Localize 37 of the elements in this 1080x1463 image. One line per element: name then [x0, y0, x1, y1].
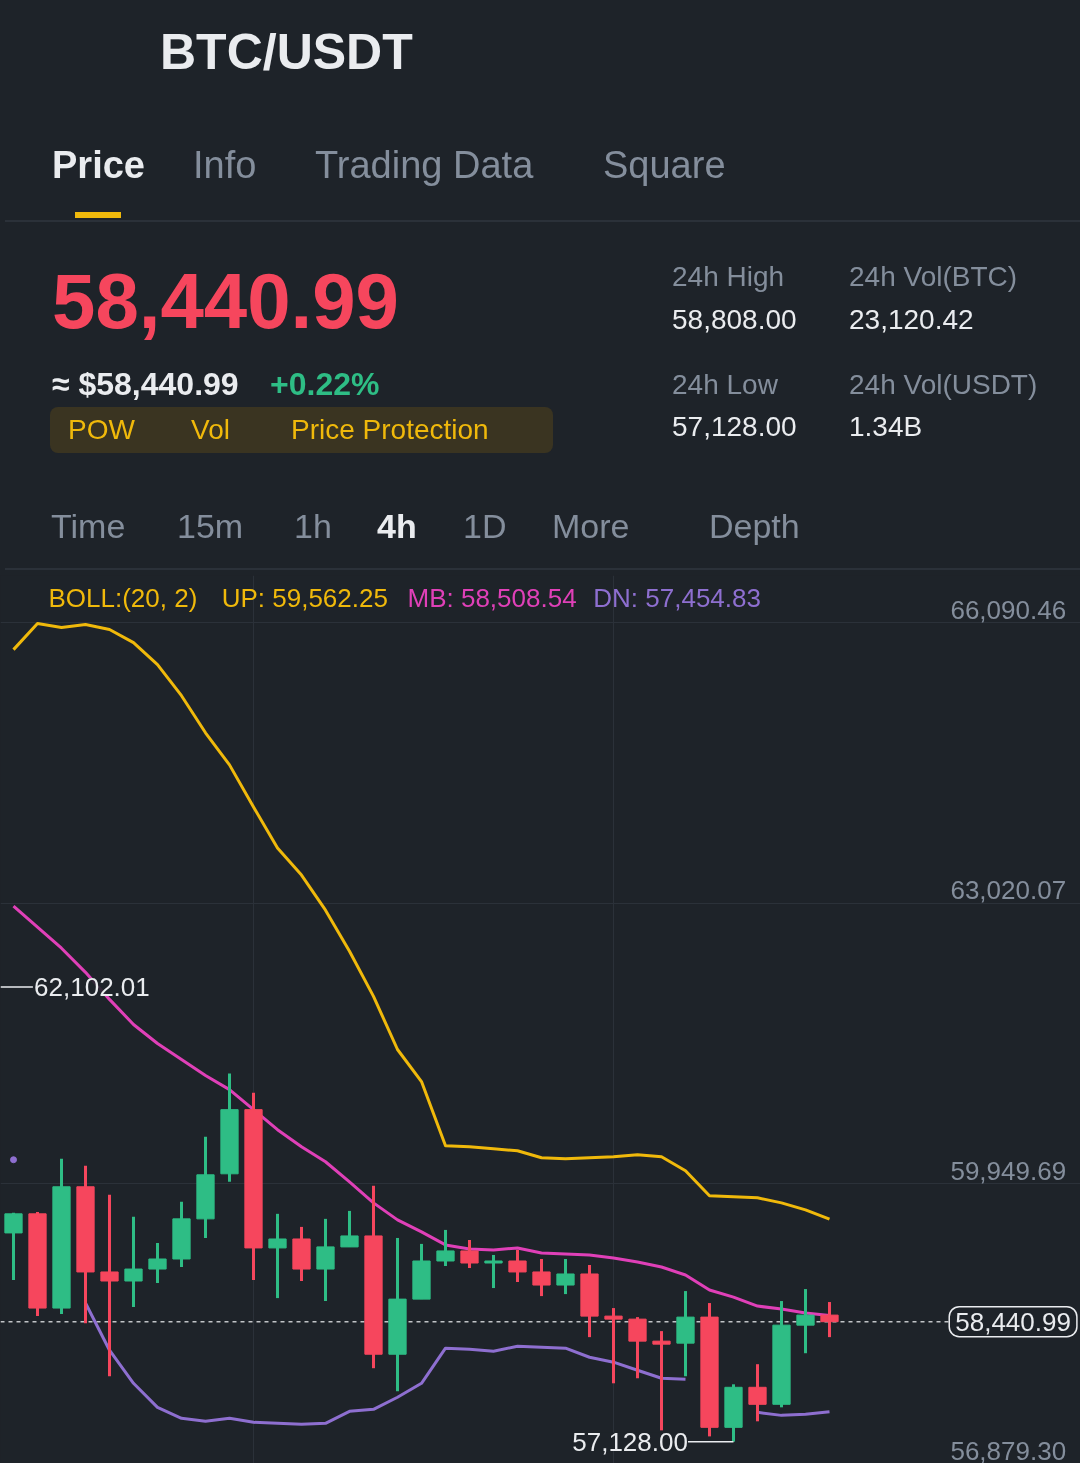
text: POW [68, 413, 135, 447]
text: 57,128.00 [672, 410, 797, 444]
text: 24h Low [672, 368, 778, 402]
text: UP: 59,562.25 [221, 582, 388, 613]
text: 58,440.99 [52, 256, 400, 347]
text: 24h High [672, 260, 785, 294]
text: MB: 58,508.54 [407, 582, 577, 613]
y-tick-label: 59,949.69 [950, 1155, 1067, 1186]
chart-title: BTC/USDT [160, 23, 413, 82]
text: Square [603, 143, 726, 188]
text: 1D [463, 506, 507, 547]
text: Price [52, 143, 145, 188]
text: ≈ $58,440.99 [52, 365, 239, 404]
text: 24h Vol(BTC) [849, 260, 1018, 294]
text: Vol [191, 413, 230, 447]
text: Depth [709, 506, 800, 547]
text: DN: 57,454.83 [593, 582, 761, 613]
text: 1h [294, 506, 332, 547]
text: 15m [177, 506, 244, 547]
text: +0.22% [270, 365, 380, 404]
legend-title: BOLL:(20, 2) [48, 582, 198, 613]
text: Info [193, 143, 257, 188]
text: 23,120.42 [849, 303, 974, 337]
ref-line-label: 58,440.99 [955, 1306, 1071, 1337]
text: Price Protection [291, 413, 489, 447]
text: 4h [377, 506, 417, 547]
text: More [552, 506, 630, 547]
text: 1.34B [849, 410, 923, 444]
y-tick-label: 63,020.07 [950, 875, 1067, 906]
text: Time [51, 506, 126, 547]
y-tick-label: 66,090.46 [950, 594, 1067, 625]
annotation: 62,102.01 [34, 972, 150, 1003]
text: 24h Vol(USDT) [849, 368, 1038, 402]
y-tick-label: 56,879.30 [950, 1436, 1067, 1463]
text: 58,808.00 [672, 303, 797, 337]
annotation: 57,128.00 [572, 1426, 688, 1457]
text: Trading Data [315, 143, 534, 188]
